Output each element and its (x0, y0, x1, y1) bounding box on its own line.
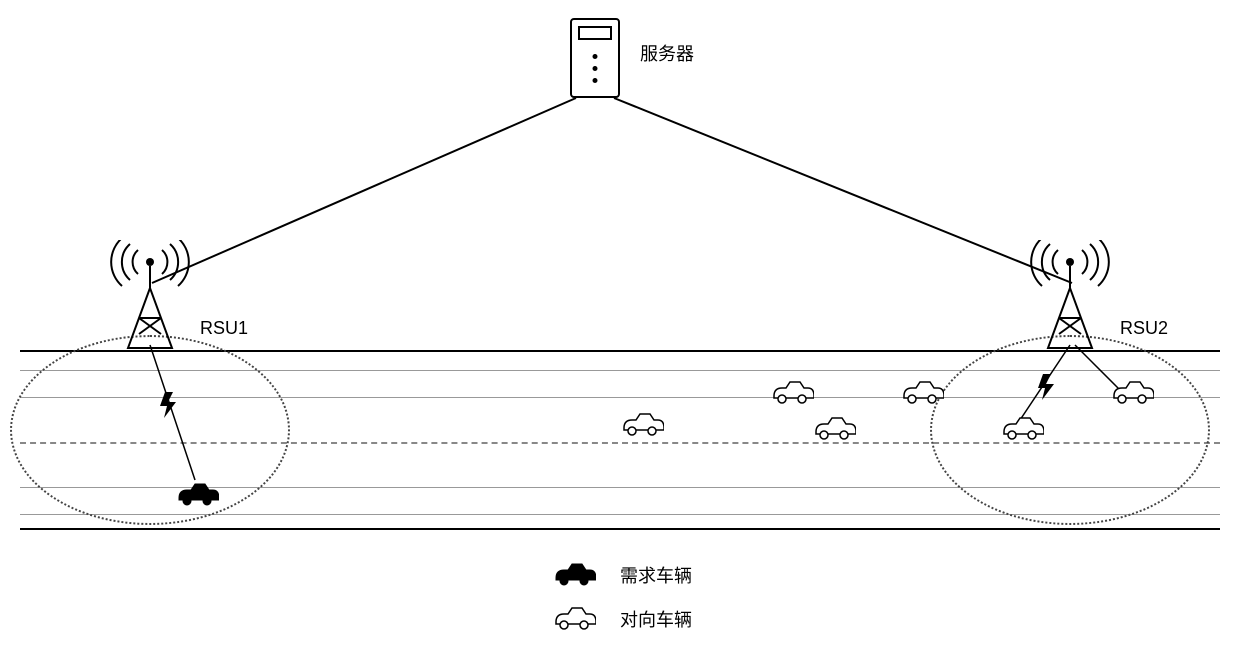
oncoming-car-icon (900, 378, 944, 404)
oncoming-car-icon (770, 378, 814, 404)
rsu2-tower-icon (1030, 240, 1110, 350)
demand-car-icon (175, 480, 219, 506)
legend-oncoming-car-icon (552, 604, 596, 630)
link-server-rsu1 (152, 98, 576, 283)
rsu2-coverage (930, 335, 1210, 525)
rsu1-label: RSU1 (200, 318, 248, 339)
server-led (593, 66, 598, 71)
server-label: 服务器 (640, 40, 694, 66)
legend-demand-label: 需求车辆 (620, 562, 692, 588)
rsu1-coverage (10, 335, 290, 525)
server-icon (570, 18, 620, 98)
oncoming-car-icon (812, 414, 856, 440)
rsu2-label: RSU2 (1120, 318, 1168, 339)
oncoming-car-icon (1000, 414, 1044, 440)
server-led (593, 78, 598, 83)
rsu1-tower-icon (110, 240, 190, 350)
legend-demand-car-icon (552, 560, 596, 586)
oncoming-car-icon (1110, 378, 1154, 404)
link-server-rsu2 (614, 98, 1072, 283)
oncoming-car-icon (620, 410, 664, 436)
diagram-stage: 服务器 RSU1 (0, 0, 1240, 649)
legend-oncoming-label: 对向车辆 (620, 606, 692, 632)
server-led (593, 54, 598, 59)
server-slot (578, 26, 612, 40)
